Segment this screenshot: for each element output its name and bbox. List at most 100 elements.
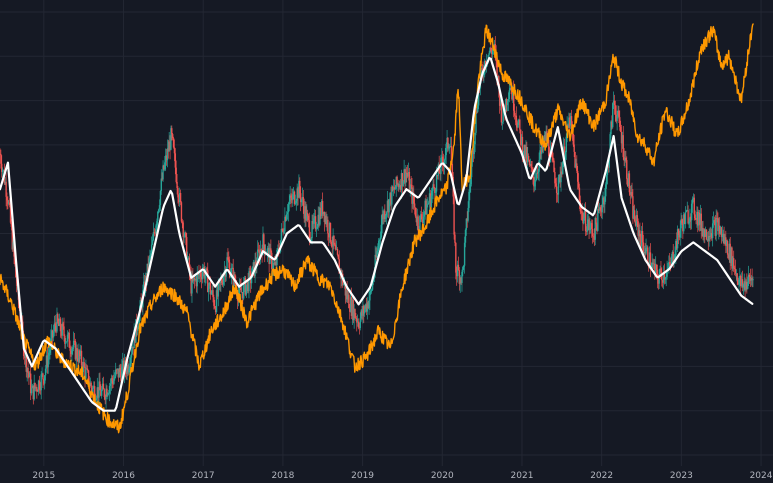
candle-body-713 <box>624 157 626 161</box>
candle-body-756 <box>662 280 664 283</box>
candle-body-658 <box>576 163 578 171</box>
candle-body-255 <box>222 276 225 285</box>
candle-body-610 <box>534 181 536 187</box>
candle-body-787 <box>689 216 691 222</box>
candle-body-418 <box>365 304 368 312</box>
candle-body-504 <box>441 156 443 158</box>
candle-body-11 <box>8 202 11 206</box>
candle-body-693 <box>606 165 609 175</box>
candle-body-438 <box>383 210 385 220</box>
candle-body-746 <box>653 263 655 265</box>
candle-body-645 <box>564 152 567 160</box>
candle-body-403 <box>352 299 354 321</box>
candle-body-408 <box>356 321 359 323</box>
candle-body-623 <box>545 131 547 141</box>
candle-body-770 <box>674 255 676 260</box>
candle-body-454 <box>397 184 399 186</box>
candle-body-108 <box>93 386 96 400</box>
candle-body-766 <box>670 256 673 265</box>
candle-body-400 <box>349 297 352 312</box>
candle-body-594 <box>519 129 522 145</box>
candle-body-116 <box>100 389 103 396</box>
candle-body-455 <box>398 184 400 188</box>
candle-body-273 <box>238 286 241 295</box>
candle-body-856 <box>749 276 752 281</box>
candle-body-379 <box>331 245 333 247</box>
candle-body-552 <box>483 74 485 76</box>
candle-body-76 <box>65 341 68 343</box>
candle-body-230 <box>200 276 203 280</box>
candle-body-776 <box>679 228 681 238</box>
candle-body-593 <box>519 119 521 130</box>
candle-body-673 <box>589 227 591 231</box>
candle-body-33 <box>28 372 30 378</box>
candle-body-44 <box>37 380 40 392</box>
candle-body-321 <box>280 228 283 241</box>
candle-body-376 <box>328 222 331 238</box>
candle-body-204 <box>178 197 180 202</box>
candle-body-499 <box>436 175 439 177</box>
candle-body-849 <box>743 281 745 285</box>
candle-body-118 <box>102 383 105 390</box>
candle-body-502 <box>439 173 441 175</box>
candle-body-680 <box>595 217 597 225</box>
candle-body-634 <box>555 183 557 187</box>
candle-body-793 <box>694 214 696 219</box>
candle-body-694 <box>607 165 610 168</box>
candle-body-295 <box>257 249 260 251</box>
candle-body-87 <box>75 347 77 360</box>
candle-body-96 <box>83 361 85 367</box>
candle-body-574 <box>502 104 504 122</box>
candle-body-317 <box>277 248 279 251</box>
candle-body-809 <box>708 236 710 242</box>
candle-body-46 <box>39 389 42 391</box>
candle-body-650 <box>569 117 571 126</box>
candle-body-739 <box>647 247 649 264</box>
candle-body-70 <box>60 331 63 336</box>
candle-body-462 <box>404 169 406 183</box>
candle-body-138 <box>120 371 122 381</box>
candle-body-209 <box>182 222 184 237</box>
candle-body-472 <box>413 192 415 204</box>
candle-body-829 <box>725 241 728 246</box>
candle-body-498 <box>435 175 438 192</box>
candle-body-322 <box>281 228 283 230</box>
candle-body-736 <box>644 252 646 254</box>
candle-body-421 <box>368 300 370 309</box>
candle-body-758 <box>663 272 666 280</box>
candle-body-392 <box>342 284 345 286</box>
candle-body-117 <box>101 383 104 390</box>
candle-body-382 <box>334 244 336 246</box>
candle-body-144 <box>125 369 127 374</box>
candle-body-690 <box>604 196 606 205</box>
candle-body-443 <box>387 200 390 213</box>
candle-body-151 <box>131 346 134 354</box>
candle-body-64 <box>55 325 57 332</box>
candle-body-717 <box>627 173 630 187</box>
candle-body-483 <box>422 216 425 223</box>
candle-body-452 <box>395 176 397 189</box>
candle-body-644 <box>563 146 566 160</box>
candle-body-66 <box>57 314 59 322</box>
candle-body-84 <box>72 340 75 348</box>
candle-body-590 <box>516 122 518 128</box>
candle-body-148 <box>129 366 131 369</box>
candle-body-783 <box>685 210 688 213</box>
candle-body-521 <box>456 272 458 277</box>
candle-body-374 <box>327 219 329 234</box>
candle-body-182 <box>158 205 161 210</box>
candle-body-697 <box>610 121 612 135</box>
candle-body-275 <box>240 287 242 293</box>
candle-body-535 <box>468 191 470 208</box>
candle-body-420 <box>367 302 369 309</box>
candle-body-77 <box>66 334 69 342</box>
candle-body-630 <box>551 151 553 158</box>
candle-body-786 <box>688 221 690 224</box>
candle-body-67 <box>58 321 60 326</box>
candle-body-494 <box>432 184 434 191</box>
candle-body-38 <box>32 385 35 400</box>
candle-body-81 <box>70 350 72 355</box>
candle-body-312 <box>272 263 275 269</box>
candle-body-253 <box>221 279 223 283</box>
